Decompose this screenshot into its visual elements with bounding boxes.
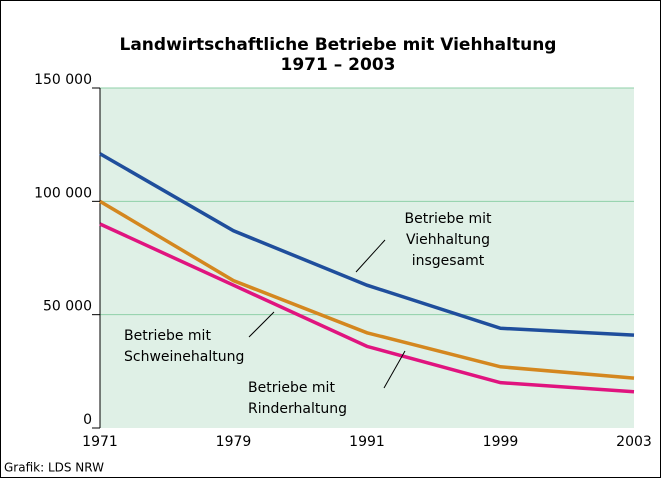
- series-label: Schweinehaltung: [124, 349, 244, 365]
- source: Grafik: LDS NRW: [4, 461, 104, 475]
- line: [99, 152, 635, 337]
- series-label: Rinderhaltung: [248, 401, 347, 417]
- x-tick-label: 1971: [82, 434, 118, 450]
- y-tick-label: 0: [83, 412, 92, 428]
- series-label: insgesamt: [412, 253, 485, 269]
- chart-subtitle: 1971 – 2003: [281, 55, 396, 75]
- x-tick-label: 1999: [483, 434, 519, 450]
- leader-line: [383, 350, 406, 389]
- chart-title: Landwirtschaftliche Betriebe mit Viehhal…: [120, 35, 557, 55]
- y-tick-label: 150 000: [34, 72, 92, 88]
- line: [99, 199, 635, 380]
- x-tick-label: 2003: [616, 434, 652, 450]
- series-label: Viehhaltung: [406, 232, 490, 248]
- series-label: Betriebe mit: [248, 380, 335, 396]
- leader-line: [248, 311, 275, 338]
- y-tick-label: 50 000: [43, 299, 92, 315]
- leader-line: [355, 239, 386, 273]
- x-tick-label: 1991: [349, 434, 385, 450]
- plot-area: [100, 88, 634, 428]
- series-label: Betriebe mit: [124, 328, 211, 344]
- y-tick-label: 100 000: [34, 185, 92, 201]
- line: [99, 222, 635, 394]
- series-label: Betriebe mit: [405, 211, 492, 227]
- x-tick-label: 1979: [216, 434, 252, 450]
